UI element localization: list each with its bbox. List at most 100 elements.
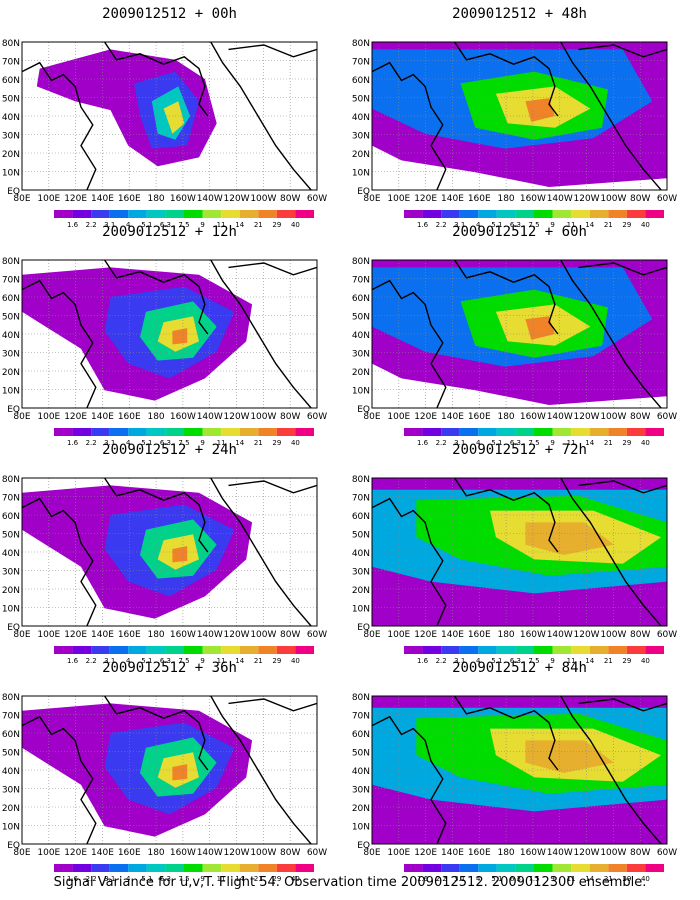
colorbar-label: 14: [235, 439, 244, 447]
lon-tick-label: 80W: [630, 194, 650, 204]
colorbar-swatch: [221, 210, 240, 218]
lon-tick-label: 100E: [37, 630, 60, 640]
lon-tick-label: 100W: [600, 412, 626, 422]
lat-tick-label: 50N: [2, 313, 20, 323]
colorbar-swatch: [571, 210, 590, 218]
colorbar-swatch: [645, 864, 664, 872]
colorbar-swatch: [404, 210, 423, 218]
colorbar-swatch: [422, 646, 442, 654]
colorbar-label: 5.1: [491, 221, 502, 229]
colorbar-swatch: [608, 646, 627, 654]
colorbar-swatch: [146, 210, 166, 218]
lon-tick-label: 160W: [520, 630, 546, 640]
lon-tick-label: 60W: [307, 848, 327, 858]
lon-tick-label: 100E: [387, 194, 410, 204]
lat-tick-label: 30N: [2, 568, 20, 578]
colorbar-label: 4: [126, 657, 131, 665]
lat-tick-label: 70N: [2, 276, 20, 286]
colorbar-swatch: [552, 428, 572, 436]
colorbar-swatch: [72, 428, 92, 436]
variance-contours: [372, 696, 667, 844]
lat-tick-label: 10N: [352, 387, 370, 397]
colorbar-swatch: [54, 210, 73, 218]
lat-tick-label: 10N: [352, 169, 370, 179]
contour-fill: [172, 546, 188, 563]
lat-tick-label: 70N: [2, 494, 20, 504]
colorbar-swatch: [146, 646, 166, 654]
coastline: [104, 260, 209, 335]
lat-tick-label: 20N: [2, 804, 20, 814]
lat-tick-label: 60N: [2, 512, 20, 522]
colorbar-label: 5.1: [141, 657, 152, 665]
colorbar-swatch: [626, 646, 646, 654]
colorbar-swatch: [589, 864, 609, 872]
variance-contours: [22, 260, 317, 408]
colorbar-swatch: [441, 210, 460, 218]
colorbar-swatch: [258, 210, 277, 218]
lon-tick-label: 160W: [170, 412, 196, 422]
coastline: [104, 42, 209, 117]
lon-tick-label: 100W: [250, 848, 276, 858]
colorbar-label: 9: [550, 875, 554, 883]
colorbar-swatch: [91, 646, 110, 654]
colorbar-swatch: [128, 646, 147, 654]
lon-tick-label: 160W: [170, 630, 196, 640]
colorbar-swatch: [109, 428, 129, 436]
panel-title: 2009012512 + 84h: [452, 660, 587, 676]
coastline: [372, 279, 447, 408]
colorbar-swatch: [645, 210, 664, 218]
lon-tick-label: 140W: [547, 194, 573, 204]
lon-tick-label: 180: [497, 194, 514, 204]
lon-tick-label: 120E: [64, 848, 87, 858]
coastline: [454, 478, 559, 553]
colorbar-label: 5.1: [141, 875, 152, 883]
lat-tick-label: 40N: [2, 767, 20, 777]
lon-tick-label: 60W: [657, 194, 677, 204]
colorbar-label: 11: [567, 657, 576, 665]
variance-contours: [22, 696, 317, 844]
lon-tick-label: 80E: [13, 848, 30, 858]
lat-tick-label: 70N: [352, 58, 370, 68]
coastline: [22, 497, 97, 626]
colorbar-label: 4: [126, 875, 131, 883]
lat-tick-label: 80N: [352, 475, 370, 485]
lon-tick-label: 80W: [280, 848, 300, 858]
lat-tick-label: 60N: [352, 76, 370, 86]
colorbar-swatch: [626, 210, 646, 218]
lon-tick-label: 140E: [91, 412, 114, 422]
colorbar-label: 5.1: [491, 439, 502, 447]
colorbar-swatch: [109, 210, 129, 218]
lat-tick-label: 60N: [352, 730, 370, 740]
lat-tick-label: 60N: [2, 294, 20, 304]
colorbar-swatch: [496, 864, 516, 872]
lon-tick-label: 100W: [600, 194, 626, 204]
lat-tick-label: 60N: [2, 730, 20, 740]
lat-tick-label: EQ: [7, 405, 20, 415]
lat-tick-label: EQ: [7, 187, 20, 197]
colorbar-label: 6.3: [160, 657, 171, 665]
panel-title: 2009012512 + 48h: [452, 6, 587, 22]
lon-tick-label: 60W: [307, 630, 327, 640]
colorbar-label: 9: [200, 221, 204, 229]
lat-tick-label: 50N: [352, 531, 370, 541]
colorbar-label: 21: [254, 221, 263, 229]
colorbar-swatch: [478, 646, 497, 654]
colorbar-label: 4: [126, 221, 131, 229]
lat-tick-label: EQ: [357, 623, 370, 633]
map-panel: 2009012512 + 00h 80N 70N 60N 50N 40N 30N 20N 10N…: [2, 6, 327, 229]
lon-tick-label: 80E: [363, 848, 380, 858]
coastline: [578, 480, 667, 494]
colorbar-swatch: [72, 210, 92, 218]
colorbar-swatch: [534, 428, 553, 436]
colorbar-label: 29: [622, 439, 631, 447]
colorbar-label: 40: [291, 875, 300, 883]
colorbar-label: 3.1: [104, 875, 115, 883]
colorbar-swatch: [515, 210, 534, 218]
coastline: [210, 260, 312, 408]
lon-tick-label: 160W: [170, 848, 196, 858]
colorbar-swatch: [515, 428, 534, 436]
lon-tick-label: 140W: [197, 848, 223, 858]
lat-tick-label: 70N: [352, 494, 370, 504]
coastline: [372, 61, 447, 190]
colorbar-label: 40: [291, 439, 300, 447]
